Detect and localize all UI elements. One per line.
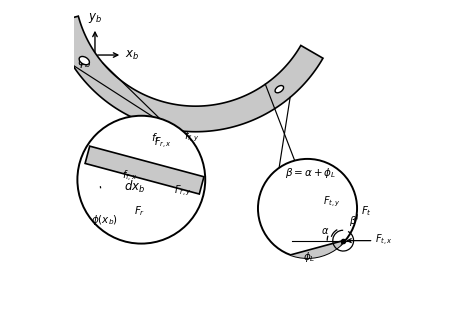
Text: $\phi_L$: $\phi_L$ (303, 250, 316, 264)
Polygon shape (85, 146, 204, 194)
Text: $F_t$: $F_t$ (361, 204, 373, 218)
Text: $F_{r,y}$: $F_{r,y}$ (174, 184, 192, 198)
Text: $F_{t,y}$: $F_{t,y}$ (323, 194, 341, 209)
Text: $F_{t,x}$: $F_{t,x}$ (375, 233, 393, 248)
Text: $f_f$: $f_f$ (151, 132, 160, 145)
Text: $\beta$: $\beta$ (349, 214, 357, 229)
Text: $\alpha$: $\alpha$ (322, 226, 330, 236)
Polygon shape (257, 241, 343, 321)
Text: $y_b$: $y_b$ (88, 11, 102, 25)
Text: $F_r$: $F_r$ (134, 204, 145, 218)
Text: $F_{r,x}$: $F_{r,x}$ (154, 136, 172, 151)
Text: $\psi_b$: $\psi_b$ (77, 56, 91, 70)
Ellipse shape (79, 56, 89, 65)
Text: $f_{f,y}$: $f_{f,y}$ (184, 130, 200, 144)
Text: $f_{f,x}$: $f_{f,x}$ (123, 169, 138, 184)
Polygon shape (54, 16, 323, 132)
Ellipse shape (275, 86, 284, 93)
Text: $\phi(x_b)$: $\phi(x_b)$ (91, 213, 118, 227)
Circle shape (77, 116, 205, 244)
Circle shape (258, 159, 357, 258)
Text: $\beta = \alpha + \phi_L$: $\beta = \alpha + \phi_L$ (285, 166, 336, 180)
Text: $x_b$: $x_b$ (125, 48, 139, 62)
Text: $dx_b$: $dx_b$ (124, 179, 146, 195)
